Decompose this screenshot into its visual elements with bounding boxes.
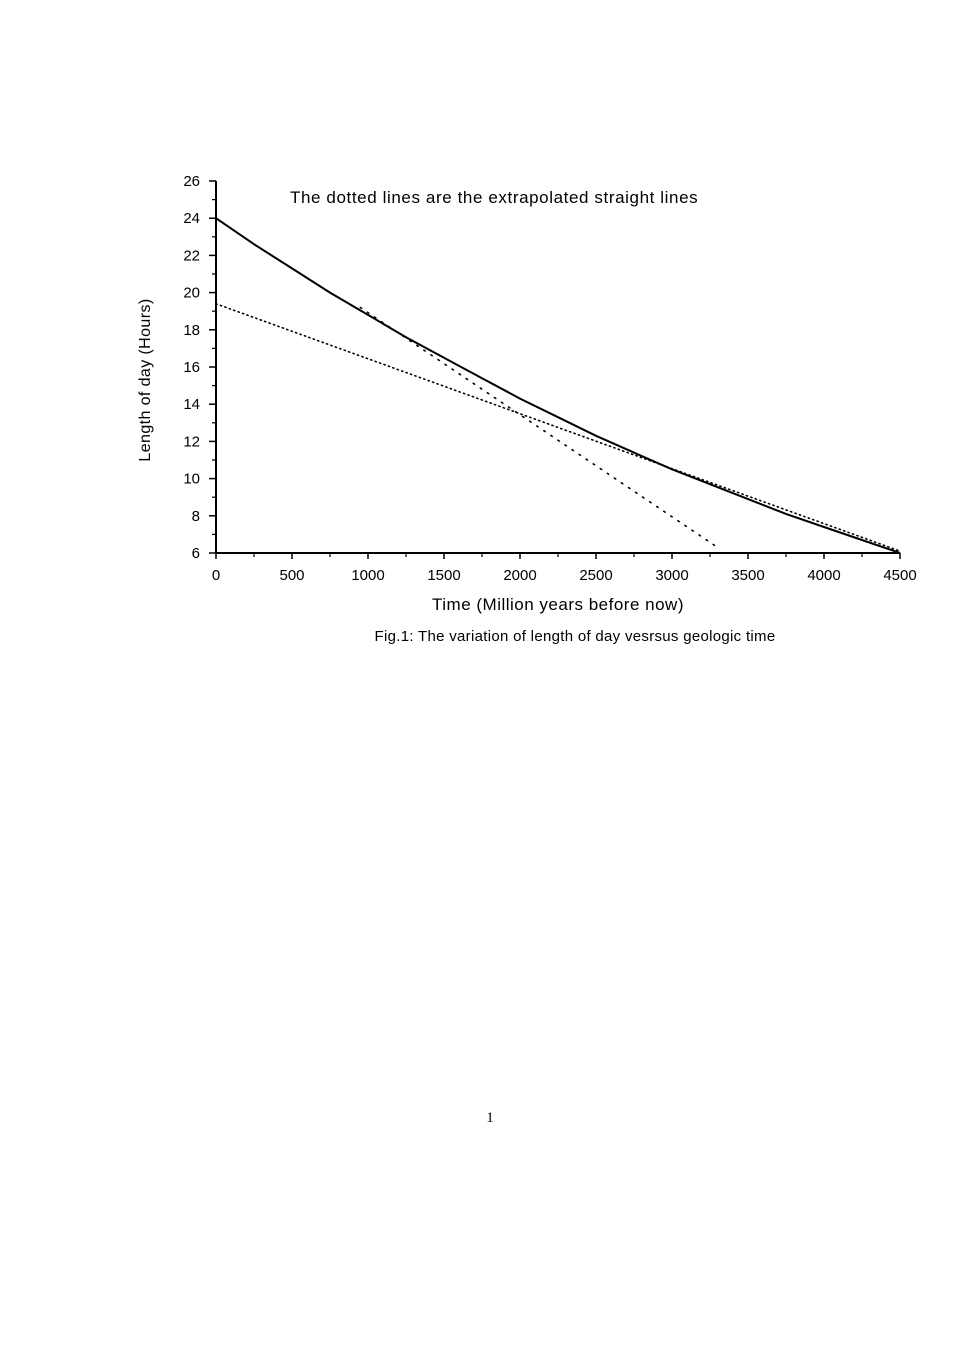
x-tick-label: 1500 [427,567,460,584]
y-tick-label: 20 [183,285,200,302]
x-tick-label: 2000 [503,567,536,584]
y-tick-label: 10 [183,471,200,488]
x-tick-label: 4500 [883,567,916,584]
x-tick-label: 0 [212,567,220,584]
figure-caption: Fig.1: The variation of length of day ve… [375,628,776,645]
page-number: 1 [486,1110,494,1126]
length-of-day-curve [215,217,901,554]
length-of-day-chart: The dotted lines are the extrapolated st… [137,173,917,645]
x-tick-label: 1000 [351,567,384,584]
y-tick-label: 14 [183,396,200,413]
y-tick-label: 12 [183,433,200,450]
x-tick-label: 2500 [579,567,612,584]
y-tick-label: 8 [192,508,200,525]
dotted-line-series [215,302,901,552]
y-axis-label: Length of day (Hours) [137,298,154,461]
x-tick-label: 3000 [655,567,688,584]
x-axis-label: Time (Million years before now) [432,595,684,614]
chart-annotation: The dotted lines are the extrapolated st… [290,188,698,207]
series-layer [215,217,901,554]
axes: 0 500 1000 1500 2000 2500 3000 3500 4000 4500 6 8 10… [183,173,916,584]
y-tick-label: 6 [192,545,200,562]
x-tick-label: 3500 [731,567,764,584]
x-tick-label: 4000 [807,567,840,584]
y-tick-label: 16 [183,359,200,376]
y-tick-label: 18 [183,322,200,339]
y-tick-label: 22 [183,247,200,264]
dotted-line-series [359,306,719,549]
y-tick-label: 24 [183,210,200,227]
x-tick-label: 500 [279,567,304,584]
y-tick-label: 26 [183,173,200,190]
